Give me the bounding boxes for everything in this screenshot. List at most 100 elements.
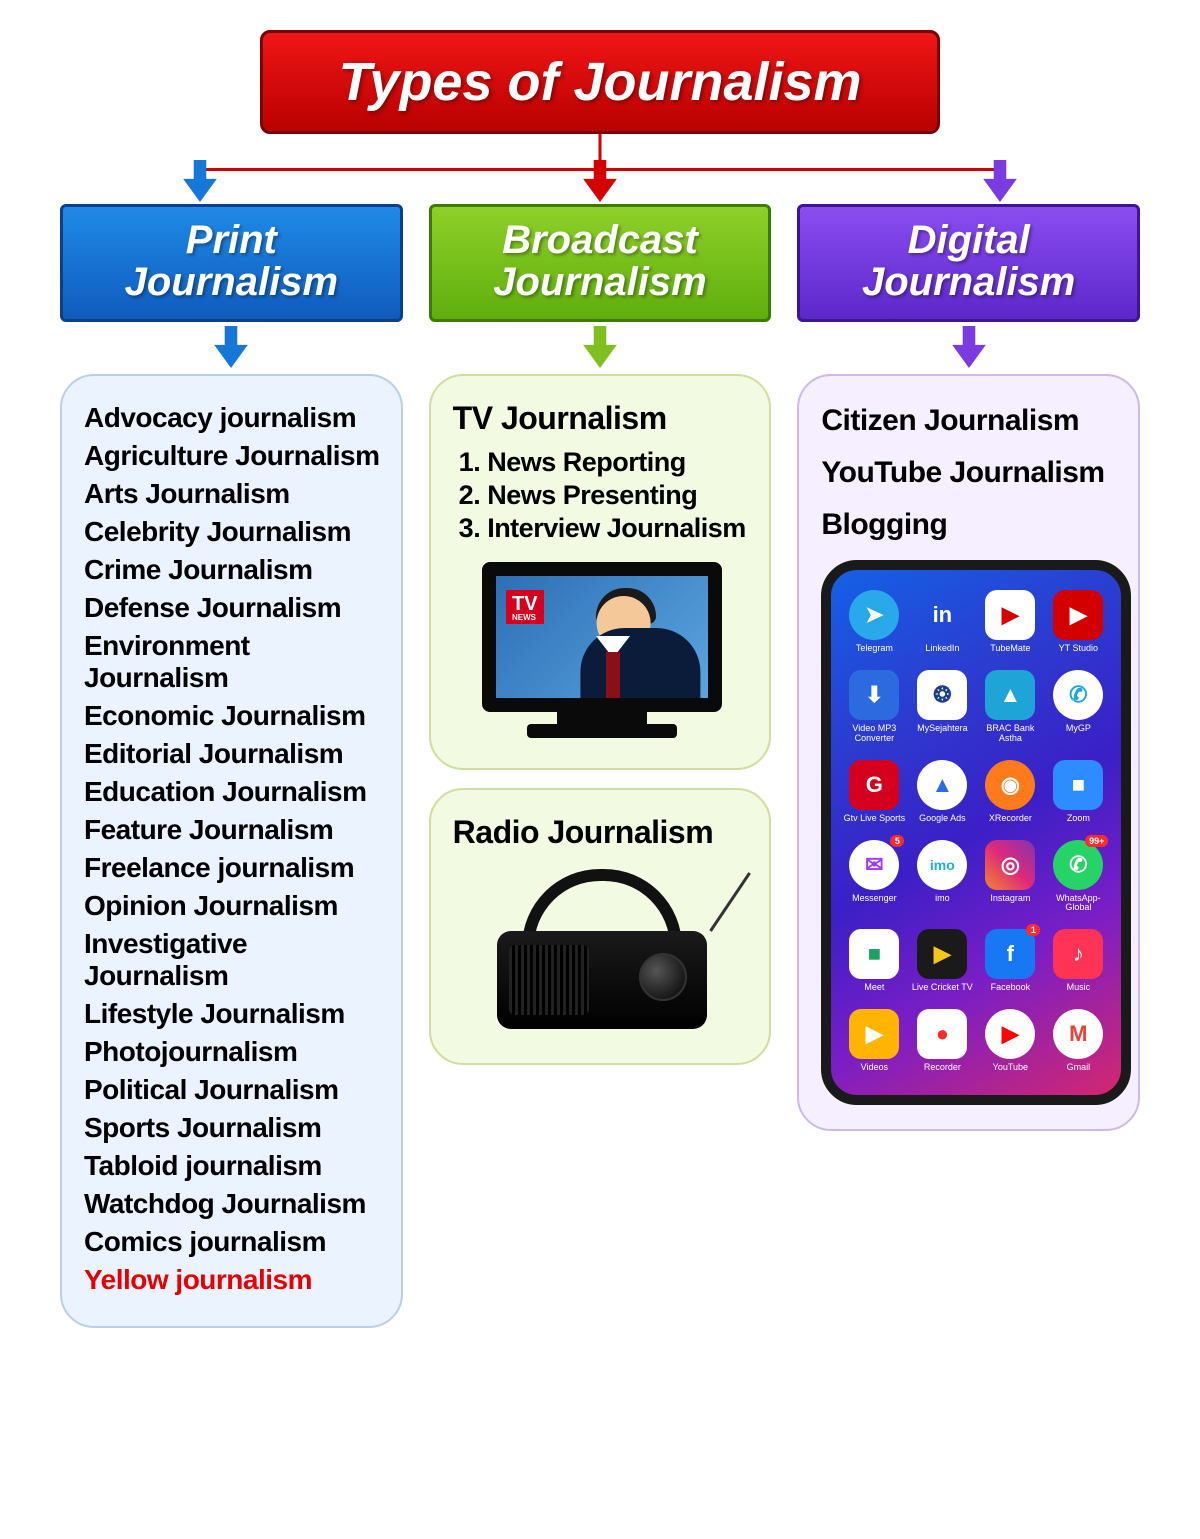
app-label: Zoom	[1047, 814, 1109, 824]
digital-item: Blogging	[821, 508, 1120, 542]
tv-badge-text: TV	[512, 593, 538, 615]
radio-panel: Radio Journalism	[429, 788, 772, 1065]
print-item: Investigative Journalism	[84, 928, 383, 992]
app-icon: ◎	[985, 840, 1035, 890]
app-icon: ✉5	[849, 840, 899, 890]
app-icon: f1	[985, 929, 1035, 979]
tv-subitem: 1. News Reporting	[459, 447, 752, 478]
app-icon: ▶	[1053, 590, 1103, 640]
app-icon: M	[1053, 1009, 1103, 1059]
app-mygp: ✆MyGP	[1047, 670, 1109, 744]
arrow-broadcast-down	[579, 326, 621, 368]
app-messenger: ✉5 Messenger	[843, 840, 905, 914]
app-tubemate: ▶ TubeMate	[979, 590, 1041, 654]
print-item: Celebrity Journalism	[84, 516, 383, 548]
app-label: TubeMate	[979, 644, 1041, 654]
app-gtv-live-sports: G Gtv Live Sports	[843, 760, 905, 824]
app-zoom: ■ Zoom	[1047, 760, 1109, 824]
app-label: YT Studio	[1047, 644, 1109, 654]
print-panel: Advocacy journalism Agriculture Journalis…	[60, 374, 403, 1328]
app-whatsapp-global: ✆99+ WhatsApp-Global	[1047, 840, 1109, 914]
app-icon: G	[849, 760, 899, 810]
arrow-print-down	[210, 326, 252, 368]
print-title: Print Journalism	[60, 204, 403, 322]
app-mysejahtera: ❂ MySejahtera	[911, 670, 973, 744]
app-icon: ▶	[985, 590, 1035, 640]
app-icon: ✆99+	[1053, 840, 1103, 890]
print-item: Lifestyle Journalism	[84, 998, 383, 1030]
digital-item: Citizen Journalism	[821, 404, 1120, 438]
app-label: MySejahtera	[911, 724, 973, 734]
app-label: Video MP3 Converter	[843, 724, 905, 744]
print-item: Watchdog Journalism	[84, 1188, 383, 1220]
col-broadcast: Broadcast Journalism TV Journalism 1. Ne…	[429, 204, 772, 1083]
app-label: LinkedIn	[911, 644, 973, 654]
print-item: Feature Journalism	[84, 814, 383, 846]
tv-heading: TV Journalism	[453, 400, 752, 437]
app-label: Gmail	[1047, 1063, 1109, 1073]
app-icon: ■	[1053, 760, 1103, 810]
arrow-to-digital	[979, 160, 1021, 202]
print-title-line2: Journalism	[125, 260, 338, 304]
print-item: Editorial Journalism	[84, 738, 383, 770]
app-label: Google Ads	[911, 814, 973, 824]
app-icon: ♪	[1053, 929, 1103, 979]
digital-list: Citizen JournalismYouTube JournalismBlog…	[821, 404, 1120, 542]
app-icon: ●	[917, 1009, 967, 1059]
app-label: Meet	[843, 983, 905, 993]
print-item: Tabloid journalism	[84, 1150, 383, 1182]
print-item: Yellow journalism	[84, 1264, 383, 1296]
col-digital: Digital Journalism Citizen JournalismYou…	[797, 204, 1140, 1131]
print-item: Advocacy journalism	[84, 402, 383, 434]
arrow-digital-down	[948, 326, 990, 368]
app-imo: imoimo	[911, 840, 973, 914]
arrow-root-down	[579, 160, 621, 202]
app-label: Music	[1047, 983, 1109, 993]
app-videos: ▶ Videos	[843, 1009, 905, 1073]
app-icon: ▶	[849, 1009, 899, 1059]
tv-list: 1. News Reporting2. News Presenting3. In…	[453, 447, 752, 544]
print-item: Agriculture Journalism	[84, 440, 383, 472]
app-gmail: M Gmail	[1047, 1009, 1109, 1073]
app-label: imo	[911, 894, 973, 904]
app-icon: ⬇	[849, 670, 899, 720]
app-video-mp3-converter: ⬇ Video MP3 Converter	[843, 670, 905, 744]
app-label: Messenger	[843, 894, 905, 904]
app-telegram: ➤ Telegram	[843, 590, 905, 654]
print-item: Opinion Journalism	[84, 890, 383, 922]
app-label: BRAC Bank Astha	[979, 724, 1041, 744]
app-icon: ✆	[1053, 670, 1103, 720]
app-label: Telegram	[843, 644, 905, 654]
app-instagram: ◎Instagram	[979, 840, 1041, 914]
app-icon: ❂	[917, 670, 967, 720]
app-label: Facebook	[979, 983, 1041, 993]
print-item: Defense Journalism	[84, 592, 383, 624]
app-music: ♪ Music	[1047, 929, 1109, 993]
app-label: Videos	[843, 1063, 905, 1073]
app-linkedin: in LinkedIn	[911, 590, 973, 654]
app-meet: ■Meet	[843, 929, 905, 993]
print-item: Photojournalism	[84, 1036, 383, 1068]
print-item: Arts Journalism	[84, 478, 383, 510]
print-item: Crime Journalism	[84, 554, 383, 586]
print-item: Sports Journalism	[84, 1112, 383, 1144]
app-icon: in	[917, 590, 967, 640]
app-yt-studio: ▶ YT Studio	[1047, 590, 1109, 654]
app-icon: ➤	[849, 590, 899, 640]
broadcast-title-line1: Broadcast	[502, 218, 698, 262]
digital-title-line1: Digital	[908, 218, 1030, 262]
app-label: Live Cricket TV	[911, 983, 973, 993]
broadcast-title: Broadcast Journalism	[429, 204, 772, 322]
print-item: Environment Journalism	[84, 630, 383, 694]
app-xrecorder: ◉XRecorder	[979, 760, 1041, 824]
tv-subitem: 3. Interview Journalism	[459, 513, 752, 544]
app-icon: ▶	[985, 1009, 1035, 1059]
digital-title: Digital Journalism	[797, 204, 1140, 322]
tv-subitem: 2. News Presenting	[459, 480, 752, 511]
app-label: Gtv Live Sports	[843, 814, 905, 824]
app-icon: ▲	[985, 670, 1035, 720]
print-item: Comics journalism	[84, 1226, 383, 1258]
tv-icon: TV NEWS	[482, 562, 722, 738]
print-list: Advocacy journalism Agriculture Journalis…	[84, 402, 383, 1296]
app-label: WhatsApp-Global	[1047, 894, 1109, 914]
